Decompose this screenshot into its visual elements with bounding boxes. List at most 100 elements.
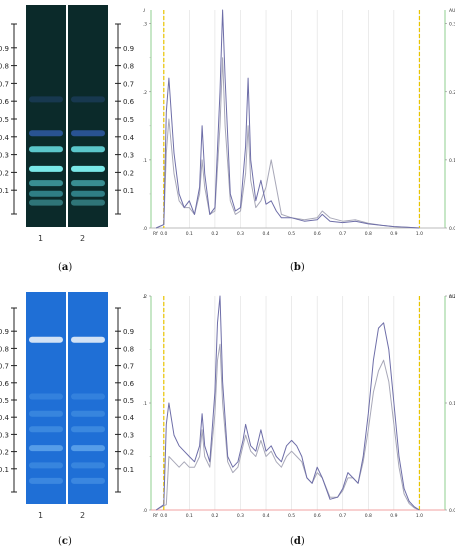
y-unit-left: AU (143, 294, 145, 300)
rf-tick-label: 0.1 (123, 466, 134, 474)
y-unit-right: AU (449, 294, 455, 300)
y-tick-label-left: 0.0 (143, 508, 147, 514)
x-tick-label: 0.4 (262, 231, 269, 237)
caption-a: (a) (58, 262, 73, 273)
rf-tick-label: 0.7 (123, 363, 134, 371)
rf-tick-label: 0.6 (123, 98, 135, 106)
rf-tick-label: 0.7 (123, 80, 134, 88)
band-lane2 (71, 462, 105, 469)
caption-d: (d) (290, 536, 305, 547)
x-tick-label: 0.8 (365, 231, 372, 237)
y-tick-label-right: 0.2 (449, 90, 455, 96)
series-line-2 (155, 57, 420, 229)
y-tick-label-right: 0.3 (449, 22, 455, 28)
rf-tick-label: 0.5 (0, 397, 9, 405)
rf-tick-label: 0.4 (123, 134, 135, 142)
lane-divider (66, 292, 68, 504)
band-lane1 (29, 96, 63, 103)
band-lane1 (29, 426, 63, 433)
x-tick-label: 0.5 (288, 231, 295, 237)
band-lane2 (71, 336, 105, 343)
rf-tick-label: 0.9 (123, 45, 134, 53)
rf-tick-label: 0.5 (123, 397, 134, 405)
rf-tick-label: 0.2 (123, 449, 134, 457)
y-tick-label-left: 0.1 (143, 158, 147, 164)
x-tick-label: 0.0 (160, 513, 167, 519)
rf-tick-label: 0.3 (123, 152, 134, 160)
y-tick-label-right: 0.1 (449, 158, 455, 164)
panel-c: 0.1 0.2 0.3 0.4 0.5 0.6 0.7 0.8 0.9 0.1 0.2 0.3 0.4 0… (0, 288, 135, 528)
rf-tick-label: 0.8 (123, 345, 134, 353)
tlc-plate-top: 0.1 0.2 0.3 0.4 0.5 0.6 0.7 0.8 0.9 0.1 0.2 0.3 0.4 0… (0, 5, 135, 243)
lane-label: 2 (80, 234, 85, 243)
densitogram-d: 0.00.00.10.10.20.2AUAU0.00.10.20.30.40.5… (139, 294, 457, 519)
band-lane1 (29, 190, 63, 197)
x-axis-start-label: Rf (153, 513, 158, 519)
rf-tick-label: 0.8 (123, 63, 134, 71)
band-lane1 (29, 180, 63, 187)
x-tick-label: 0.6 (314, 231, 321, 237)
rf-tick-label: 0.4 (123, 414, 135, 422)
band-lane2 (71, 180, 105, 187)
x-axis-start-label: Rf (153, 231, 158, 237)
x-tick-label: 0.9 (390, 513, 397, 519)
x-tick-label: 0.7 (339, 513, 346, 519)
band-lane2 (71, 410, 105, 417)
x-tick-label: 0.9 (390, 231, 397, 237)
panel-b: 0.0 0.0 0.1 0.1 0.2 0.2 0.3 0.3 AU AU 0.0 0.1 0.2 0.3… (139, 2, 457, 247)
rf-tick-label: 0.5 (0, 116, 9, 124)
x-tick-label: 1.0 (416, 513, 423, 519)
tlc-plate-bottom: 0.1 0.2 0.3 0.4 0.5 0.6 0.7 0.8 0.9 0.1 0.2 0.3 0.4 0… (0, 292, 135, 520)
y-tick-label-right: 0.1 (449, 401, 455, 407)
band-lane1 (29, 393, 63, 400)
caption-c: (c) (58, 536, 72, 547)
y-unit-right: AU (449, 8, 455, 14)
series-line-1 (155, 9, 420, 229)
band-lane2 (71, 477, 105, 484)
y-tick-label-left: 0.2 (143, 90, 147, 96)
rf-tick-label: 0.1 (0, 466, 9, 474)
band-lane2 (71, 445, 105, 452)
band-lane2 (71, 199, 105, 206)
band-lane1 (29, 410, 63, 417)
x-tick-label: 0.2 (211, 513, 218, 519)
rf-tick-label: 0.1 (0, 187, 9, 195)
rf-tick-label: 0.2 (0, 169, 9, 177)
band-lane2 (71, 146, 105, 153)
band-lane1 (29, 445, 63, 452)
rf-tick-label: 0.7 (0, 80, 9, 88)
lane-divider (66, 5, 68, 227)
rf-tick-label: 0.3 (0, 431, 9, 439)
rf-tick-label: 0.2 (123, 169, 134, 177)
band-lane2 (71, 165, 105, 172)
band-lane2 (71, 426, 105, 433)
x-tick-label: 0.1 (186, 231, 193, 237)
series-line-2 (155, 343, 420, 511)
band-lane1 (29, 477, 63, 484)
x-tick-label: 0.3 (237, 231, 244, 237)
rf-tick-label: 0.3 (0, 152, 9, 160)
band-lane2 (71, 96, 105, 103)
x-tick-label: 0.5 (288, 513, 295, 519)
x-tick-label: 0.4 (262, 513, 269, 519)
band-lane2 (71, 190, 105, 197)
y-tick-label-right: 0.0 (449, 226, 455, 232)
y-tick-label-left: 0.1 (143, 401, 147, 407)
y-unit-left: AU (143, 8, 145, 14)
band-lane2 (71, 393, 105, 400)
x-tick-label: 0.6 (314, 513, 321, 519)
y-tick-label-left: 0.3 (143, 22, 147, 28)
rf-tick-label: 0.8 (0, 63, 9, 71)
lane-label: 1 (38, 511, 43, 520)
rf-tick-label: 0.9 (0, 45, 9, 53)
rf-tick-label: 0.3 (123, 431, 134, 439)
rf-tick-label: 0.6 (0, 98, 10, 106)
rf-tick-label: 0.6 (123, 380, 135, 388)
band-lane1 (29, 336, 63, 343)
x-tick-label: 0.0 (160, 231, 167, 237)
band-lane1 (29, 146, 63, 153)
rf-tick-label: 0.9 (123, 328, 134, 336)
x-tick-label: 1.0 (416, 231, 423, 237)
rf-tick-label: 0.7 (0, 363, 9, 371)
rf-tick-label: 0.4 (0, 134, 10, 142)
